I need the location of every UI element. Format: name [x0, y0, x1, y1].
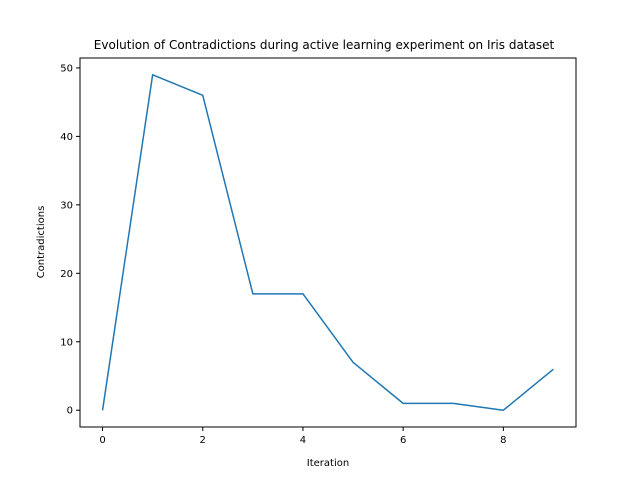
y-tick-label: 40 — [60, 132, 73, 143]
x-tick-label: 6 — [400, 435, 406, 446]
x-tick-label: 4 — [300, 435, 306, 446]
y-tick-label: 50 — [60, 63, 73, 74]
x-axis: 0 2 4 6 8 — [99, 427, 507, 446]
chart-title: Evolution of Contradictions during activ… — [94, 38, 555, 52]
x-tick-label: 2 — [200, 435, 206, 446]
y-tick-label: 20 — [60, 269, 73, 280]
series-line-0 — [101, 74, 554, 411]
x-axis-label: Iteration — [307, 458, 349, 469]
y-tick-label: 10 — [60, 337, 73, 348]
x-tick-label: 0 — [99, 435, 105, 446]
plot-frame — [79, 57, 577, 428]
y-tick-label: 30 — [60, 200, 73, 211]
x-tick-label: 8 — [500, 435, 506, 446]
series-layer — [101, 74, 554, 411]
y-tick-label: 0 — [67, 406, 73, 417]
y-axis: 0 10 20 30 40 50 — [60, 63, 80, 417]
plot-area — [79, 57, 577, 428]
y-axis-label: Contradictions — [36, 206, 47, 279]
